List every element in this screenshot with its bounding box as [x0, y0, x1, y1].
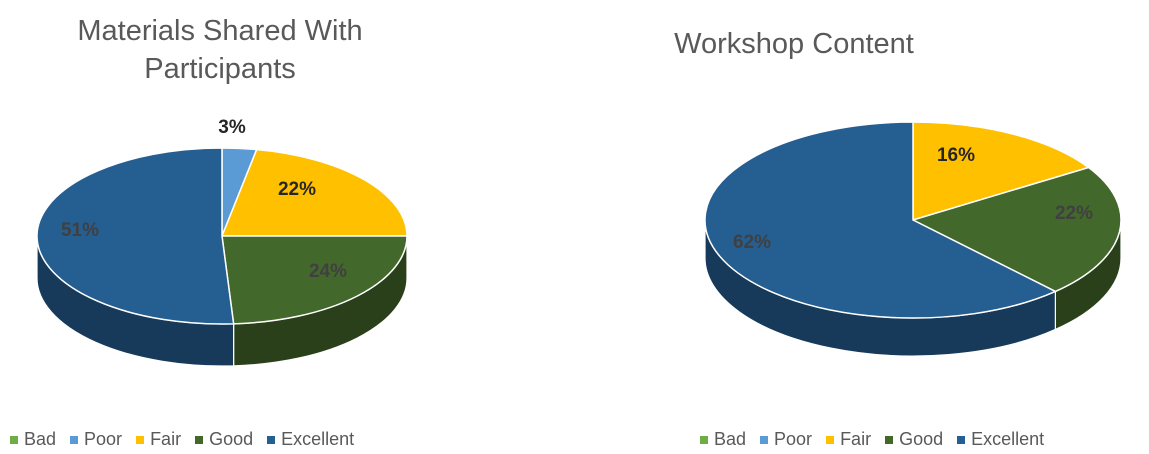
data-label-fair: 16%: [937, 145, 975, 166]
legend-item-excellent: Excellent: [957, 429, 1044, 450]
legend-label: Poor: [774, 429, 813, 449]
data-label-good: 24%: [309, 261, 347, 282]
legend-swatch: [136, 435, 145, 444]
legend-swatch: [760, 435, 769, 444]
slice-fair: [220, 148, 408, 237]
legend-label: Good: [899, 429, 944, 449]
chart-workshop-content: Workshop Content 16% 22% 62% Bad Poor Fair…: [574, 0, 1149, 454]
legend-item-good: Good: [885, 429, 943, 450]
legend-label: Excellent: [971, 429, 1045, 449]
legend-swatch: [10, 435, 18, 444]
legend-item-fair: Fair: [136, 429, 181, 450]
data-label-poor: 3%: [218, 117, 246, 138]
data-label-good: 22%: [1055, 203, 1093, 224]
chart-title: Workshop Content: [574, 25, 1014, 63]
chart-title-line-1: Workshop Content: [674, 28, 914, 60]
legend-swatch: [826, 435, 835, 444]
chart-legend: Bad Poor Fair Good Excellent: [10, 429, 354, 450]
legend-label: Poor: [84, 429, 123, 449]
legend-item-fair: Fair: [826, 429, 871, 450]
legend-label: Bad: [714, 429, 747, 449]
chart-materials-shared: Materials Shared With Participants 3% 22%…: [0, 12, 440, 450]
chart-title-line-1: Materials Shared With: [77, 15, 363, 47]
legend-label: Bad: [24, 429, 57, 449]
legend-swatch: [700, 435, 708, 444]
legend-item-bad: Bad: [700, 429, 746, 450]
legend-swatch: [885, 435, 894, 444]
data-label-excellent: 62%: [733, 232, 771, 253]
legend-swatch: [70, 435, 79, 444]
chart-title-line-2: Participants: [144, 53, 296, 85]
slice-fair: [912, 121, 1091, 222]
legend-item-excellent: Excellent: [267, 429, 354, 450]
legend-swatch: [267, 435, 276, 444]
pie-chart-materials: 3% 22% 24% 51%: [36, 117, 408, 367]
slice-excellent: [36, 147, 235, 325]
legend-label: Fair: [840, 429, 872, 449]
legend-label: Excellent: [281, 429, 355, 449]
data-label-fair: 22%: [278, 179, 316, 200]
legend-swatch: [957, 435, 966, 444]
legend-swatch: [195, 435, 204, 444]
legend-item-good: Good: [195, 429, 253, 450]
legend-item-bad: Bad: [10, 429, 56, 450]
legend-item-poor: Poor: [760, 429, 812, 450]
slice-excellent: [704, 121, 1058, 319]
chart-title: Materials Shared With Participants: [0, 12, 440, 88]
legend-item-poor: Poor: [70, 429, 122, 450]
chart-legend: Bad Poor Fair Good Excellent: [700, 429, 1044, 450]
slice-good: [221, 235, 408, 325]
data-label-excellent: 51%: [61, 220, 99, 241]
pie-chart-workshop: 16% 22% 62%: [704, 121, 1122, 357]
legend-label: Fair: [150, 429, 182, 449]
legend-label: Good: [209, 429, 254, 449]
slice-good: [910, 166, 1122, 293]
